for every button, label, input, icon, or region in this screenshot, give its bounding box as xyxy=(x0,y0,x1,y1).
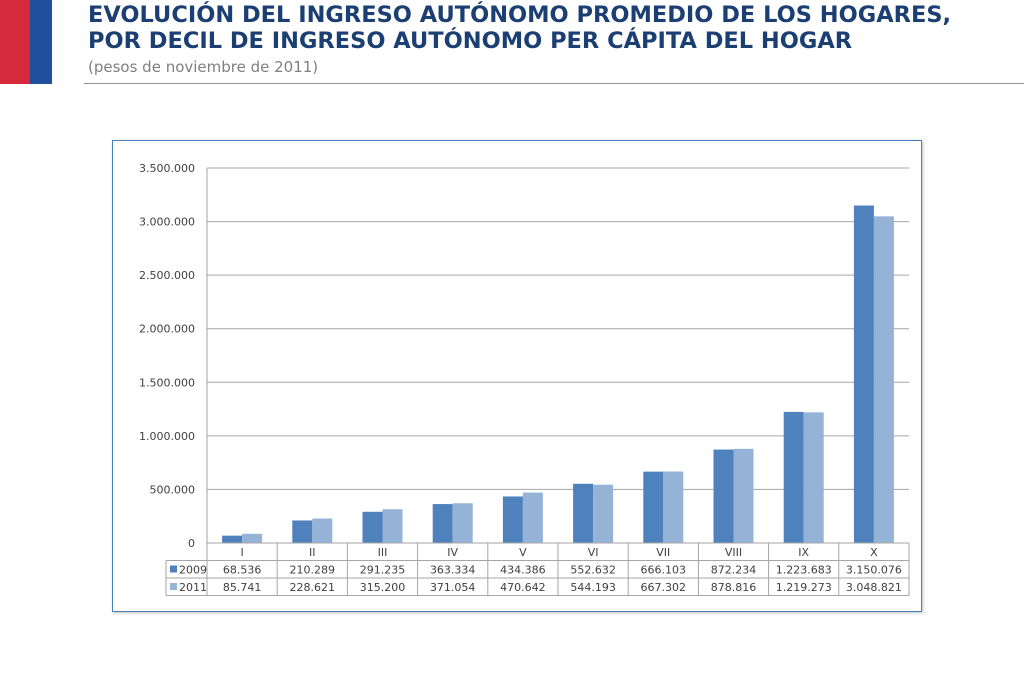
data-label: 1.219.273 xyxy=(776,581,832,594)
data-label: 544.193 xyxy=(570,581,616,594)
bar xyxy=(873,216,894,543)
bar xyxy=(432,504,453,543)
y-tick-label: 1.000.000 xyxy=(139,430,195,443)
title-line-1: EVOLUCIÓN DEL INGRESO AUTÓNOMO PROMEDIO … xyxy=(88,2,952,28)
bar xyxy=(382,509,403,543)
bar xyxy=(573,483,594,543)
x-tick-label: X xyxy=(870,546,878,559)
bar xyxy=(452,503,473,543)
bar xyxy=(783,411,804,543)
data-label: 363.334 xyxy=(430,564,476,577)
x-tick-label: VIII xyxy=(725,546,742,559)
x-tick-label: II xyxy=(309,546,316,559)
x-tick-label: V xyxy=(519,546,527,559)
legend-swatch xyxy=(170,583,177,590)
data-label: 470.642 xyxy=(500,581,546,594)
page-subtitle: (pesos de noviembre de 2011) xyxy=(88,58,319,76)
data-label: 434.386 xyxy=(500,564,546,577)
data-label: 210.289 xyxy=(290,564,336,577)
data-label: 3.048.821 xyxy=(846,581,902,594)
data-label: 666.103 xyxy=(641,564,687,577)
bar xyxy=(242,533,263,543)
x-tick-label: VII xyxy=(656,546,670,559)
bar xyxy=(803,412,824,543)
legend-label: 2011 xyxy=(179,581,207,594)
y-tick-label: 500.000 xyxy=(150,483,196,496)
legend-swatch xyxy=(170,565,177,573)
legend-label: 2009 xyxy=(179,564,207,577)
bar xyxy=(853,205,874,543)
data-label: 878.816 xyxy=(711,581,757,594)
bar xyxy=(502,496,523,543)
bar xyxy=(733,448,754,543)
x-tick-label: III xyxy=(378,546,388,559)
y-tick-label: 0 xyxy=(188,537,195,550)
y-tick-label: 3.500.000 xyxy=(139,162,195,175)
y-tick-label: 1.500.000 xyxy=(139,376,195,389)
data-label: 667.302 xyxy=(641,581,687,594)
data-label: 3.150.076 xyxy=(846,564,902,577)
data-label: 1.223.683 xyxy=(776,564,832,577)
bar xyxy=(362,511,383,543)
data-label: 552.632 xyxy=(570,564,616,577)
data-label: 315.200 xyxy=(360,581,406,594)
x-tick-label: IV xyxy=(447,546,458,559)
data-label: 291.235 xyxy=(360,564,406,577)
y-tick-label: 3.000.000 xyxy=(139,216,195,229)
data-label: 872.234 xyxy=(711,564,757,577)
chart-frame: 0 500.000 1.000.000 1.500.000 2.000.000 2.500… xyxy=(112,140,922,612)
x-tick-label: I xyxy=(240,546,243,559)
header-divider xyxy=(84,83,1024,84)
x-tick-label: IX xyxy=(798,546,809,559)
bar xyxy=(593,484,614,543)
bar xyxy=(643,471,664,543)
bar xyxy=(222,535,243,543)
bar xyxy=(312,518,333,543)
y-tick-label: 2.500.000 xyxy=(139,269,195,282)
bar xyxy=(663,471,684,543)
data-label: 228.621 xyxy=(290,581,336,594)
x-tick-label: VI xyxy=(588,546,599,559)
data-label: 371.054 xyxy=(430,581,476,594)
data-label: 85.741 xyxy=(223,581,262,594)
y-tick-label: 2.000.000 xyxy=(139,323,195,336)
bar xyxy=(292,520,313,543)
data-label: 68.536 xyxy=(223,564,262,577)
bar-chart: 0 500.000 1.000.000 1.500.000 2.000.000 2.500… xyxy=(139,162,910,596)
flag-red-stripe xyxy=(0,0,30,84)
bar xyxy=(522,492,543,543)
page-title: EVOLUCIÓN DEL INGRESO AUTÓNOMO PROMEDIO … xyxy=(88,2,951,54)
bar xyxy=(713,449,734,543)
flag-blue-stripe xyxy=(30,0,52,84)
title-line-2: POR DECIL DE INGRESO AUTÓNOMO PER CÁPITA… xyxy=(88,28,853,54)
